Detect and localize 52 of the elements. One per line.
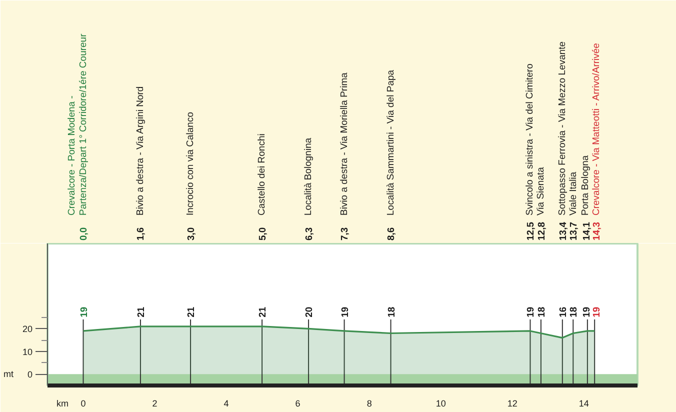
- data-label: 18: [536, 306, 548, 318]
- text: Bivio a destra - Via Argini Nord: [134, 86, 146, 216]
- x-tick-label: 14: [578, 398, 589, 408]
- data-label: 18: [386, 306, 398, 318]
- x2-tick-label: 14,3: [591, 222, 602, 240]
- text: Località Bolognina: [303, 137, 314, 216]
- x-tick-label: 6: [295, 398, 300, 408]
- y-tick-label: 10: [22, 346, 33, 357]
- x-tick-label: 8: [366, 398, 372, 408]
- x-tick-label: 12: [507, 398, 518, 408]
- data-label: 21: [258, 306, 269, 318]
- x2-tick-label: 13,7: [568, 222, 580, 240]
- x-tick-label: 0: [80, 398, 86, 408]
- x-axis-title: km: [56, 398, 68, 408]
- x2-tick-label: 8,6: [386, 227, 398, 240]
- text: Viale Italia: [568, 171, 579, 216]
- data-label: 21: [186, 306, 198, 318]
- y-tick-label: 20: [22, 324, 33, 334]
- x2-tick-label: 0,0: [78, 227, 90, 240]
- text: Crevalcore - Porta Modena - Partenza/Depart 1° Corridore/1ére Coureur: [66, 34, 89, 216]
- y-tick-label: 0: [27, 370, 33, 380]
- data-label: 19: [78, 306, 90, 318]
- x2-tick-label: 12,8: [536, 222, 548, 240]
- text: Via Sienata: [536, 166, 547, 216]
- x2-tick-label: 3,0: [186, 227, 197, 240]
- text: Svincolo a sinistra - Via del Cimitero: [524, 64, 536, 216]
- data-label: 21: [136, 306, 147, 318]
- data-label: 19: [582, 306, 593, 318]
- x-tick-label: 4: [224, 398, 229, 408]
- data-label: 19: [526, 306, 537, 318]
- text: Sottopasso Ferrovia - Via Mezzo Levante: [556, 41, 568, 216]
- text: Incrocio con via Calanco: [185, 112, 196, 216]
- x2-tick-label: 1,6: [136, 227, 147, 240]
- data-label: 18: [568, 306, 580, 318]
- text: Porta Bologna: [580, 154, 592, 216]
- x-tick-label: 2: [152, 398, 158, 408]
- data-label: 19: [592, 306, 603, 318]
- x2-tick-label: 14,1: [581, 221, 592, 240]
- data-label: 19: [340, 306, 351, 318]
- x-tick-label: 10: [436, 398, 446, 408]
- x2-tick-label: 12,5: [526, 221, 537, 240]
- x2-tick-label: 7,3: [340, 227, 351, 240]
- text: Località Sammartini - Via del Papa: [385, 69, 396, 216]
- text: Crevalcore - Via Matteotti - Arrivo/Arrivée: [591, 43, 602, 216]
- text: Bivio a destra - Via Moriella Prima: [338, 72, 350, 216]
- x2-tick-label: 13,4: [558, 221, 569, 240]
- data-label: 16: [558, 306, 569, 318]
- text: Castello dei Ronchi: [256, 134, 268, 216]
- data-label: 20: [304, 306, 316, 318]
- x2-tick-label: 6,3: [304, 227, 315, 240]
- y-axis-title: mt: [4, 369, 14, 380]
- x2-tick-label: 5,0: [257, 227, 268, 240]
